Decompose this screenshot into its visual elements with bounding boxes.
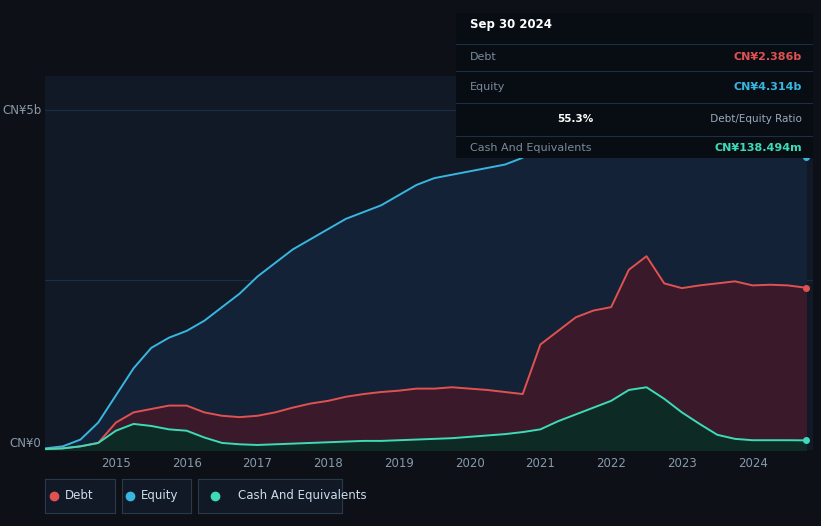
- Text: CN¥4.314b: CN¥4.314b: [734, 82, 802, 92]
- Text: Sep 30 2024: Sep 30 2024: [470, 18, 552, 31]
- Text: CN¥2.386b: CN¥2.386b: [734, 52, 802, 62]
- Text: Debt: Debt: [65, 489, 94, 502]
- Text: Equity: Equity: [470, 82, 505, 92]
- Text: 55.3%: 55.3%: [557, 114, 593, 124]
- Text: Cash And Equivalents: Cash And Equivalents: [238, 489, 367, 502]
- Text: Cash And Equivalents: Cash And Equivalents: [470, 143, 591, 153]
- Text: CN¥138.494m: CN¥138.494m: [714, 143, 802, 153]
- Text: CN¥0: CN¥0: [10, 437, 41, 450]
- Text: Equity: Equity: [141, 489, 178, 502]
- Text: CN¥5b: CN¥5b: [2, 104, 41, 117]
- Text: Debt/Equity Ratio: Debt/Equity Ratio: [707, 114, 802, 124]
- Text: Debt: Debt: [470, 52, 497, 62]
